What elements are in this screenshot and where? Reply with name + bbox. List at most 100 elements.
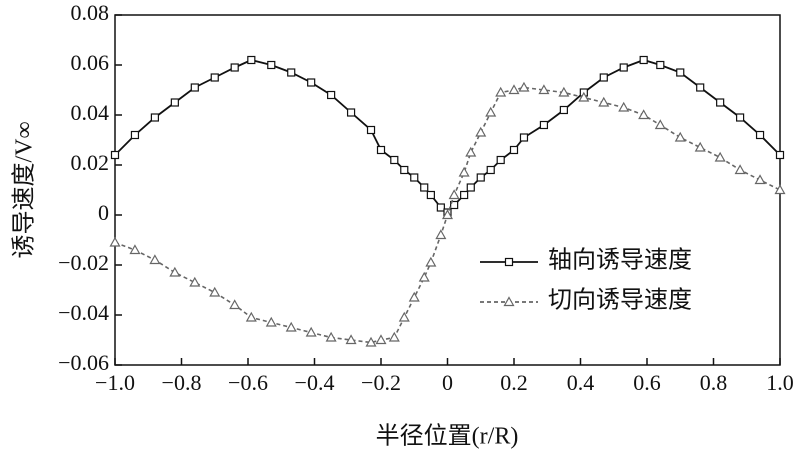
marker [366, 125, 376, 135]
marker [676, 68, 685, 77]
x-tick-label: −0.2 [361, 370, 401, 395]
marker [150, 113, 159, 122]
marker [495, 86, 507, 97]
marker [420, 183, 429, 192]
marker [558, 86, 570, 97]
marker [408, 291, 420, 302]
marker [190, 83, 199, 92]
marker [398, 311, 410, 322]
marker [458, 166, 470, 177]
marker [376, 145, 386, 155]
marker [774, 184, 786, 195]
x-tick-label: 0.4 [567, 370, 595, 395]
marker [267, 60, 276, 70]
x-axis-label: 半径位置(r/R) [376, 423, 519, 450]
marker [418, 271, 430, 282]
marker [754, 174, 766, 185]
marker [559, 105, 568, 115]
x-tick-label: −0.4 [295, 370, 335, 395]
marker [654, 119, 666, 130]
marker [170, 98, 179, 107]
marker [519, 133, 529, 142]
marker [518, 81, 530, 92]
marker [714, 151, 726, 162]
y-tick-label: −0.02 [58, 250, 109, 275]
legend-label: 切向诱导速度 [548, 287, 692, 314]
legend-marker [504, 257, 514, 267]
marker [189, 276, 201, 287]
y-tick-label: −0.06 [58, 350, 109, 375]
marker [169, 266, 181, 277]
marker [450, 200, 459, 210]
marker [448, 189, 460, 200]
marker [425, 256, 437, 267]
marker [325, 331, 337, 342]
marker [390, 155, 399, 165]
marker [638, 109, 650, 120]
x-tick-label: −0.6 [228, 370, 268, 395]
x-tick-label: −1.0 [95, 370, 135, 395]
y-tick-label: 0 [98, 200, 109, 225]
marker [508, 84, 520, 95]
marker [734, 164, 746, 175]
marker [365, 336, 377, 347]
marker [346, 108, 356, 117]
y-axis-label: 诱导速度/V∞ [11, 121, 38, 258]
marker [129, 244, 141, 255]
marker [285, 321, 297, 332]
x-tick-label: 1.0 [766, 370, 794, 395]
marker [485, 106, 497, 117]
marker [639, 55, 648, 65]
marker [674, 131, 686, 142]
marker [486, 165, 495, 175]
marker [230, 63, 239, 72]
x-tick-label: 0.6 [633, 370, 661, 395]
marker [656, 60, 665, 70]
marker [426, 190, 435, 200]
marker [475, 126, 487, 137]
marker [245, 311, 257, 322]
marker [716, 98, 725, 107]
marker [465, 146, 477, 157]
marker [460, 190, 469, 200]
marker [287, 68, 296, 77]
marker [388, 331, 400, 342]
marker [496, 155, 505, 165]
marker [618, 101, 630, 112]
marker [210, 73, 219, 82]
marker [509, 145, 519, 155]
marker [305, 326, 317, 337]
marker [307, 78, 316, 87]
x-tick-label: −0.8 [162, 370, 202, 395]
marker [435, 229, 447, 240]
marker [476, 173, 485, 182]
legend-label: 轴向诱导速度 [548, 247, 692, 274]
marker [130, 130, 140, 140]
marker [735, 113, 745, 122]
x-tick-label: 0.8 [700, 370, 728, 395]
marker [410, 173, 419, 182]
marker [441, 209, 454, 220]
y-tick-label: 0.04 [71, 100, 110, 125]
x-tick-label: 0 [442, 370, 453, 395]
marker [619, 63, 628, 72]
marker [109, 236, 121, 247]
marker [375, 334, 387, 345]
marker [400, 165, 409, 175]
marker [599, 73, 608, 82]
marker [466, 183, 475, 192]
x-tick-label: 0.2 [500, 370, 528, 395]
marker [538, 84, 550, 95]
marker [598, 96, 610, 107]
marker [327, 90, 336, 100]
marker [696, 83, 705, 92]
marker [578, 91, 590, 102]
marker [149, 254, 161, 265]
marker [265, 316, 277, 327]
y-tick-label: 0.06 [71, 50, 110, 75]
marker [755, 130, 765, 140]
marker [247, 55, 256, 65]
marker [345, 334, 357, 345]
marker [775, 150, 785, 160]
